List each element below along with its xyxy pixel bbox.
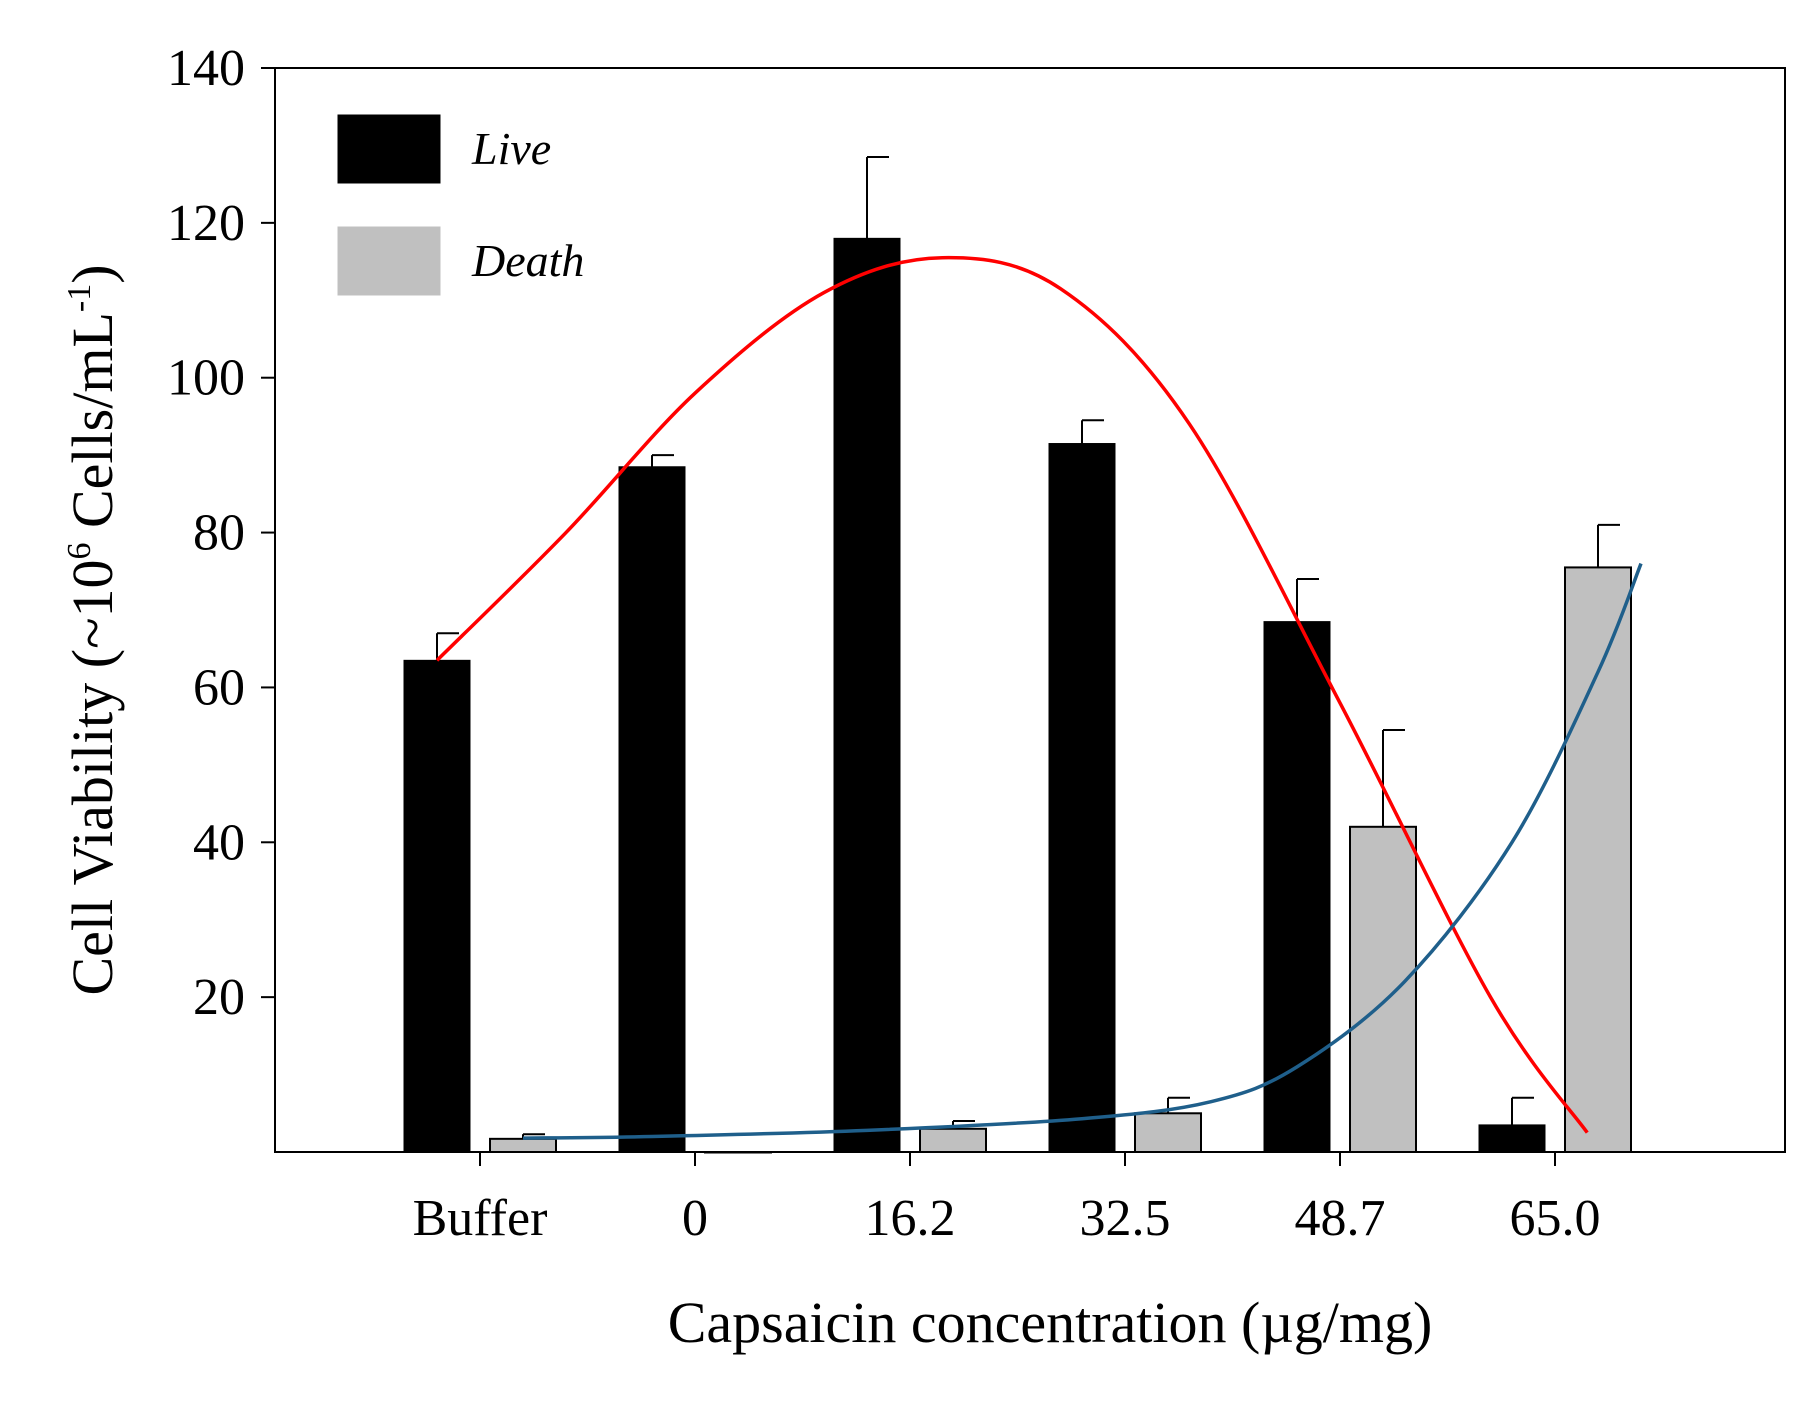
x-tick-label: Buffer: [413, 1190, 548, 1247]
legend-swatch-live: [337, 114, 441, 184]
x-tick-label: 65.0: [1510, 1190, 1601, 1247]
x-tick-label: 0: [682, 1190, 708, 1247]
y-tick-label: 40: [193, 814, 245, 871]
legend-label-live: Live: [471, 123, 551, 174]
y-axis-title: Cell Viability (~106 Cells/mL-1): [60, 264, 125, 995]
bar-live: [833, 237, 901, 1153]
y-axis-title-unit-exponent: -1: [61, 284, 98, 312]
trend-lines-layer: [435, 255, 1643, 1140]
bar-live: [403, 659, 471, 1153]
error-bars-layer: [436, 156, 1620, 1139]
y-tick-label: 140: [167, 40, 245, 97]
x-tick-label: 48.7: [1295, 1190, 1386, 1247]
x-tick-label: 16.2: [865, 1190, 956, 1247]
bar-death: [1349, 825, 1417, 1153]
bar-death: [1564, 566, 1632, 1153]
bars-layer: [403, 237, 1632, 1154]
bar-death: [489, 1137, 557, 1154]
bar-death: [1134, 1112, 1202, 1154]
bar-death: [919, 1127, 987, 1154]
death-trend-line: [522, 562, 1643, 1140]
axes-layer: 20 40 60 80 100 120 140 Buffer 0 16.2 32.5 48.7 65.0: [167, 40, 1601, 1247]
x-axis-title: Capsaicin concentration (µg/mg): [668, 1290, 1433, 1355]
y-tick-label: 80: [193, 505, 245, 562]
plot-frame: [274, 67, 1786, 1153]
bar-live: [618, 466, 686, 1153]
y-tick-label: 20: [193, 969, 245, 1026]
legend-swatch-death: [337, 226, 441, 296]
y-axis-title-suffix: ): [60, 264, 125, 283]
legend: Live Death: [337, 114, 584, 296]
y-axis-title-exponent: 6: [61, 543, 98, 560]
bar-live: [1048, 443, 1116, 1153]
y-tick-label: 60: [193, 659, 245, 716]
y-axis-title-unit: Cells/mL: [60, 312, 125, 542]
legend-label-death: Death: [471, 235, 584, 286]
live-trend-line: [435, 255, 1589, 1134]
x-tick-label: 32.5: [1080, 1190, 1171, 1247]
bar-live: [1263, 621, 1331, 1153]
y-tick-label: 120: [167, 195, 245, 252]
y-axis-title-prefix: Cell Viability (~10: [60, 560, 125, 996]
bar-live: [1478, 1124, 1546, 1153]
y-tick-label: 100: [167, 350, 245, 407]
